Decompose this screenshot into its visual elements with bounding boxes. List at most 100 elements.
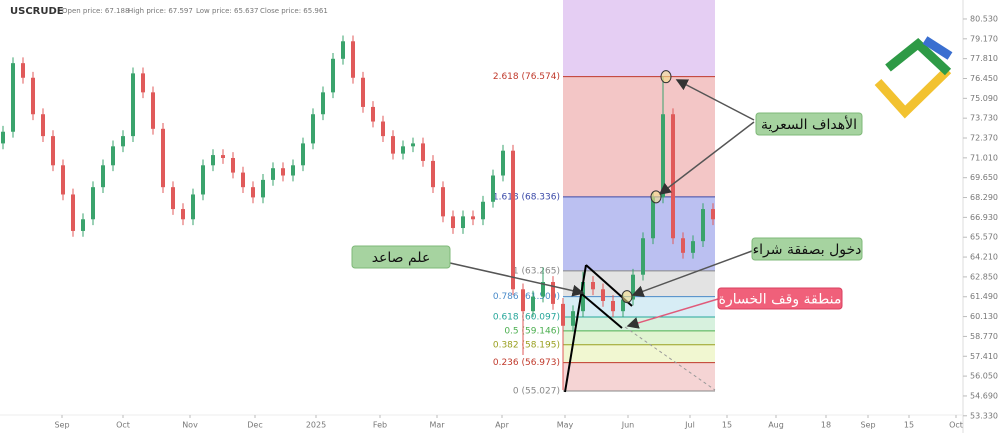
- overlay: علم صاعد دخول بصفقة شراء منطقة وقف الخسارة…: [351, 70, 863, 310]
- candle-body: [651, 197, 655, 239]
- target-marker: [650, 190, 662, 204]
- candle-body: [201, 165, 205, 195]
- candle-body: [591, 282, 595, 290]
- candle-body: [331, 58, 335, 93]
- candle-body: [231, 157, 235, 173]
- candle-body: [501, 150, 505, 176]
- candle-body: [421, 143, 425, 161]
- candle-body: [521, 289, 525, 312]
- candle-body: [111, 146, 115, 166]
- candle-body: [1, 131, 5, 144]
- candle-body: [391, 136, 395, 154]
- candle-body: [161, 128, 165, 188]
- candle-body: [271, 168, 275, 180]
- x-tick-label: 18: [821, 421, 831, 430]
- fib-zone: [563, 196, 715, 271]
- candle-body: [71, 194, 75, 231]
- candle-body: [481, 201, 485, 220]
- x-tick-label: 2025: [306, 421, 326, 430]
- candle-body: [81, 219, 85, 231]
- candle-body: [101, 165, 105, 188]
- fib-label: 0.786 (61.500): [493, 292, 560, 302]
- y-tick-label: 58.770: [970, 332, 998, 341]
- arrows: [449, 79, 755, 329]
- candle-body: [301, 143, 305, 166]
- candle-body: [581, 282, 585, 312]
- candle-body: [381, 121, 385, 137]
- candle-body: [351, 41, 355, 78]
- candle-body: [371, 106, 375, 122]
- y-tick-label: 61.490: [970, 292, 998, 301]
- y-tick-label: 71.010: [970, 153, 998, 162]
- candle-body: [601, 289, 605, 301]
- x-tick-label: Feb: [373, 421, 387, 430]
- y-tick-label: 60.130: [970, 312, 998, 321]
- candle-body: [131, 73, 135, 137]
- y-tick-label: 80.530: [970, 14, 998, 23]
- x-tick-label: Apr: [495, 421, 510, 430]
- candle-body: [571, 311, 575, 326]
- fib-zone: [563, 76, 715, 197]
- header-stat: High price: 67.597: [128, 7, 193, 15]
- fib-zone: [563, 317, 715, 331]
- x-tick-label: 15: [722, 421, 732, 430]
- candle-body: [311, 114, 315, 144]
- y-tick-label: 56.050: [970, 372, 998, 381]
- candle-body: [241, 172, 245, 188]
- annotation-box: [351, 245, 451, 269]
- fib-zone: [563, 0, 715, 77]
- annotation-text: علم صاعد: [372, 250, 431, 266]
- fib-label: 0.236 (56.973): [493, 358, 560, 368]
- y-tick-label: 79.170: [970, 34, 998, 43]
- annotation-text: الأهداف السعرية: [761, 115, 857, 133]
- candle-body: [141, 73, 145, 93]
- header-stat: Close price: 65.961: [260, 7, 328, 15]
- candle-body: [711, 209, 715, 220]
- fib-label: 1.618 (68.336): [493, 192, 560, 202]
- candle-body: [341, 41, 345, 59]
- logo: [874, 36, 953, 119]
- candle-body: [321, 92, 325, 115]
- candle-body: [181, 209, 185, 220]
- x-tick-label: Sep: [54, 421, 69, 430]
- y-tick-label: 68.290: [970, 193, 998, 202]
- annotation-box: [755, 112, 863, 136]
- x-tick-label: Dec: [247, 421, 262, 430]
- candle-body: [211, 155, 215, 166]
- candle-body: [41, 114, 45, 137]
- x-tick-label: Jul: [684, 421, 695, 430]
- annotation-text: منطقة وقف الخسارة: [719, 292, 842, 308]
- candle-body: [31, 77, 35, 115]
- candle-body: [61, 165, 65, 195]
- y-tick-label: 53.330: [970, 411, 998, 420]
- fib-label: 0.382 (58.195): [493, 340, 560, 350]
- candle-body: [21, 63, 25, 78]
- x-tick-label: Aug: [768, 421, 784, 430]
- candle-body: [691, 241, 695, 253]
- y-tick-label: 76.450: [970, 74, 998, 83]
- candle-body: [461, 216, 465, 229]
- x-tick-label: May: [557, 421, 574, 430]
- candle-body: [91, 187, 95, 220]
- candle-body: [11, 63, 15, 132]
- y-tick-label: 57.410: [970, 352, 998, 361]
- x-tick-label: 15: [904, 421, 914, 430]
- candle-body: [511, 150, 515, 290]
- fib-zone: [563, 362, 715, 392]
- candle-body: [531, 296, 535, 312]
- candle-body: [641, 238, 645, 275]
- header-stat: Open price: 67.188: [62, 7, 129, 15]
- annotation-text: دخول بصفقة شراء: [753, 242, 862, 258]
- y-tick-label: 69.650: [970, 173, 998, 182]
- fib-zone: [563, 344, 715, 363]
- candle-body: [401, 146, 405, 154]
- target-marker: [660, 70, 672, 84]
- candle-body: [611, 300, 615, 312]
- candle-body: [471, 216, 475, 220]
- candle-body: [361, 77, 365, 107]
- candle-body: [621, 299, 625, 312]
- fib-label: 1 (63.265): [513, 266, 560, 276]
